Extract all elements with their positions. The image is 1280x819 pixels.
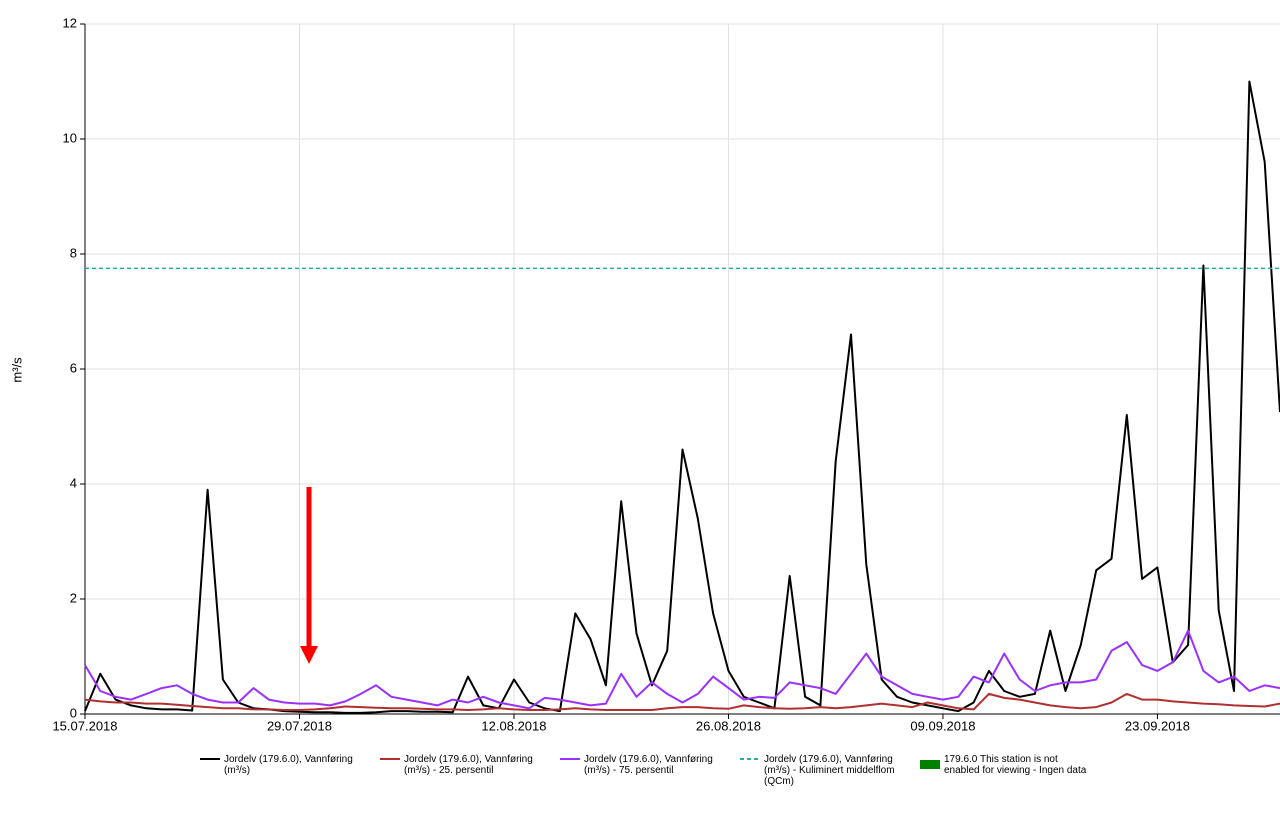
y-tick-label: 2 (70, 590, 77, 605)
y-tick-label: 4 (70, 475, 77, 490)
legend: Jordelv (179.6.0), Vannføring (m³/s) Jord… (200, 754, 1088, 787)
legend-item: Jordelv (179.6.0), Vannføring (m³/s) - K… (740, 754, 908, 787)
series-line (84, 629, 1280, 710)
series-line (84, 692, 1280, 711)
x-tick-label: 12.08.2018 (481, 718, 546, 733)
y-tick-label: 10 (63, 130, 77, 145)
x-tick-label: 29.07.2018 (267, 718, 332, 733)
y-tick-label: 8 (70, 245, 77, 260)
legend-item: Jordelv (179.6.0), Vannføring (m³/s) - 2… (380, 754, 548, 787)
x-tick-label: 09.09.2018 (910, 718, 975, 733)
y-tick-label: 6 (70, 360, 77, 375)
legend-label: Jordelv (179.6.0), Vannføring (m³/s) - 2… (404, 754, 533, 776)
legend-item: 179.6.0 This station is not enabled for … (920, 754, 1088, 787)
x-tick-label: 15.07.2018 (52, 718, 117, 733)
series-line (84, 80, 1280, 714)
y-axis-label: m³/s (9, 357, 24, 383)
y-tick-label: 12 (63, 15, 77, 30)
legend-item: Jordelv (179.6.0), Vannføring (m³/s) - 7… (560, 754, 728, 787)
legend-label: Jordelv (179.6.0), Vannføring (m³/s) - K… (764, 754, 895, 787)
legend-swatch (560, 758, 580, 760)
x-tick-label: 23.09.2018 (1125, 718, 1190, 733)
legend-label: Jordelv (179.6.0), Vannføring (m³/s) (224, 754, 353, 776)
legend-swatch (920, 760, 940, 769)
y-tick-label: 0 (70, 705, 77, 720)
legend-label: Jordelv (179.6.0), Vannføring (m³/s) - 7… (584, 754, 713, 776)
red-arrow (300, 487, 318, 664)
x-tick-label: 26.08.2018 (696, 718, 761, 733)
legend-item: Jordelv (179.6.0), Vannføring (m³/s) (200, 754, 368, 787)
legend-swatch (380, 758, 400, 760)
legend-label: 179.6.0 This station is not enabled for … (944, 754, 1087, 776)
legend-swatch (740, 758, 760, 760)
legend-swatch (200, 758, 220, 760)
chart: m³/s 0 2 4 6 8 10 12 15.07.2018 29.07.2018 12.08.… (9, 15, 1280, 733)
